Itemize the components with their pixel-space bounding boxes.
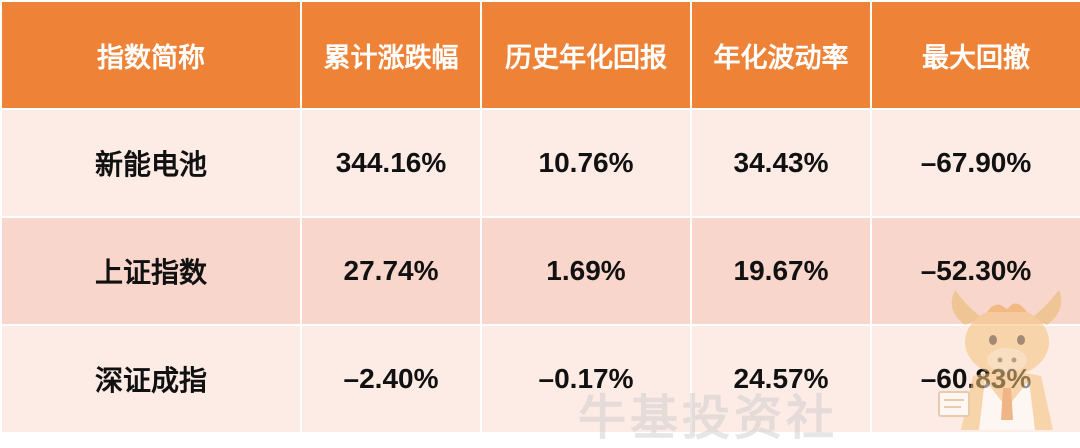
header-max-drawdown: 最大回撤: [870, 0, 1080, 110]
index-name-cell: 新能电池: [0, 108, 302, 218]
header-row: 指数简称 累计涨跌幅 历史年化回报 年化波动率 最大回撤: [0, 0, 1080, 110]
index-comparison-table: 指数简称 累计涨跌幅 历史年化回报 年化波动率 最大回撤 新能电池 344.16…: [0, 0, 1080, 434]
cumulative-change-cell: –2.40%: [300, 324, 482, 434]
table-row: 上证指数 27.74% 1.69% 19.67% –52.30%: [0, 216, 1080, 326]
annualized-volatility-cell: 24.57%: [690, 324, 872, 434]
max-drawdown-cell: –60.83%: [870, 324, 1080, 434]
header-annualized-volatility: 年化波动率: [690, 0, 872, 110]
max-drawdown-cell: –67.90%: [870, 108, 1080, 218]
annualized-volatility-cell: 19.67%: [690, 216, 872, 326]
annualized-return-cell: 10.76%: [480, 108, 692, 218]
header-cumulative-change: 累计涨跌幅: [300, 0, 482, 110]
annualized-return-cell: 1.69%: [480, 216, 692, 326]
cumulative-change-cell: 344.16%: [300, 108, 482, 218]
table-row: 新能电池 344.16% 10.76% 34.43% –67.90%: [0, 108, 1080, 218]
header-annualized-return: 历史年化回报: [480, 0, 692, 110]
max-drawdown-cell: –52.30%: [870, 216, 1080, 326]
cumulative-change-cell: 27.74%: [300, 216, 482, 326]
index-name-cell: 上证指数: [0, 216, 302, 326]
annualized-volatility-cell: 34.43%: [690, 108, 872, 218]
annualized-return-cell: –0.17%: [480, 324, 692, 434]
header-index-name: 指数简称: [0, 0, 302, 110]
table-row: 深证成指 –2.40% –0.17% 24.57% –60.83%: [0, 324, 1080, 434]
index-name-cell: 深证成指: [0, 324, 302, 434]
